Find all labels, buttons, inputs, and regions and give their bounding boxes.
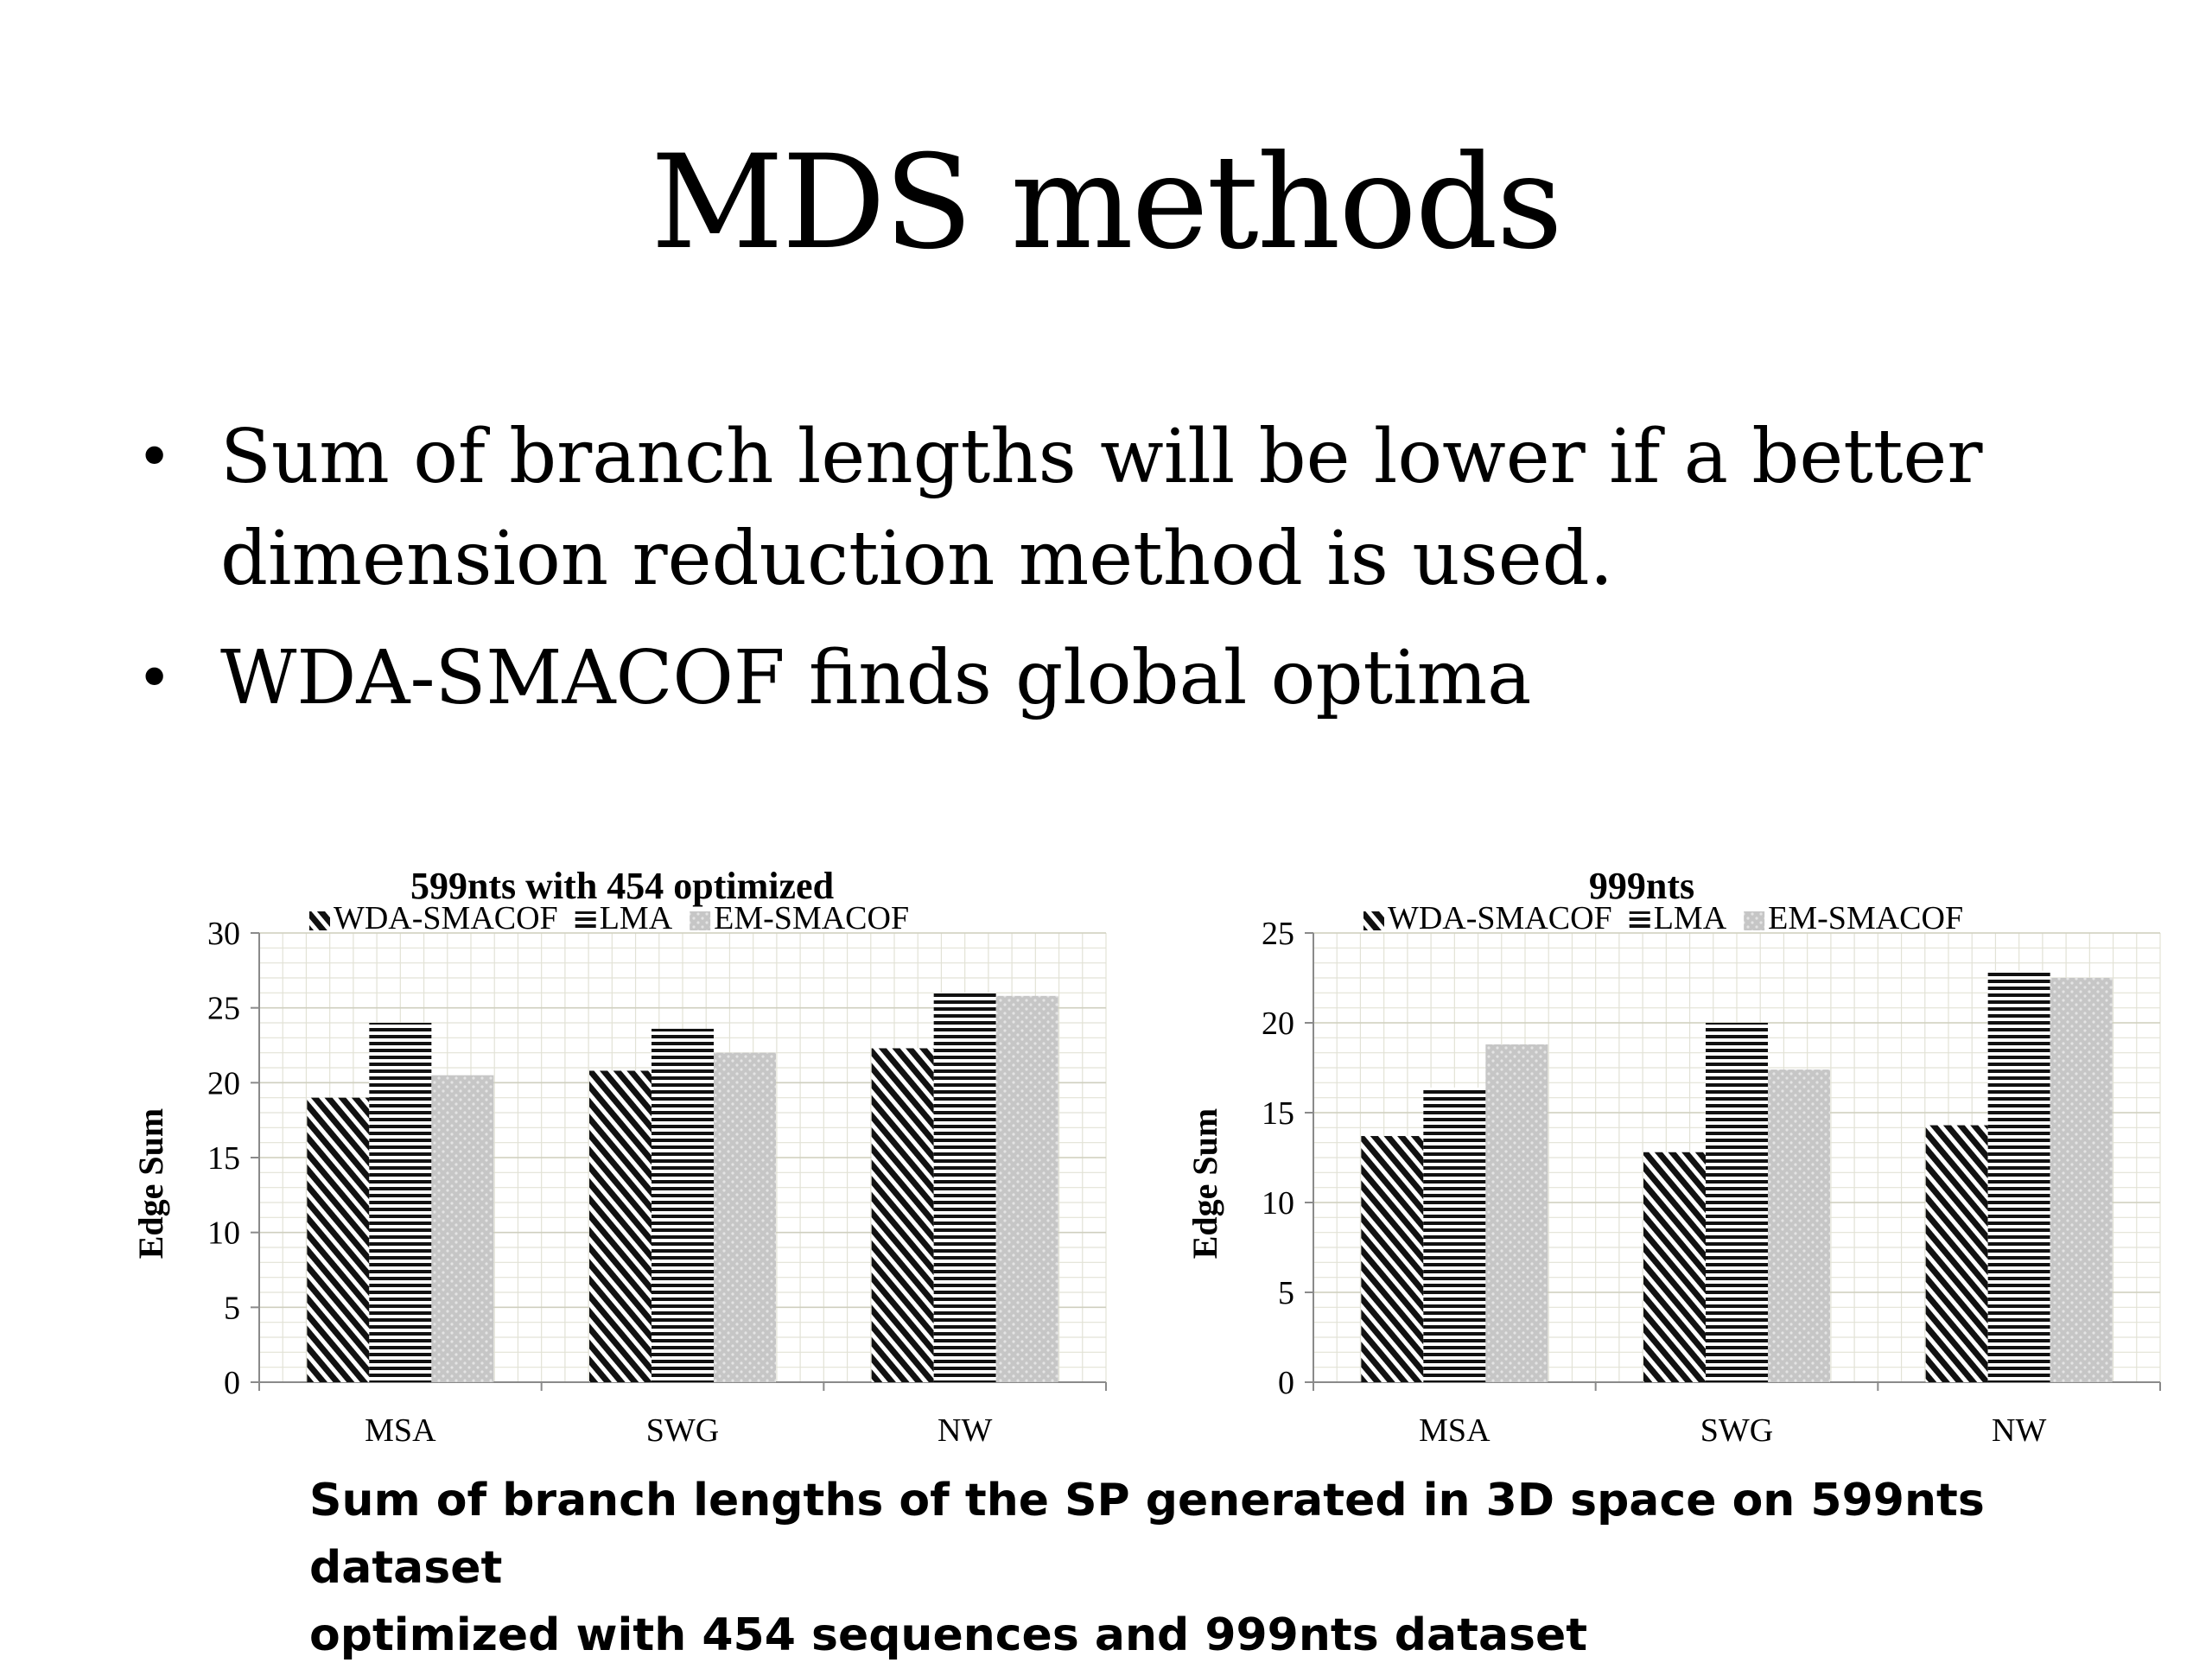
legend-label: EM-SMACOF: [714, 900, 909, 936]
legend-swatch: [309, 911, 330, 930]
chart-599nts: 0 5 10 15 20 25 30 MSA SWG NW 599nts with 454 opti…: [131, 865, 1107, 1449]
bullet-text: Sum of branch lengths will be lower if a…: [220, 414, 1983, 602]
bullet-text: WDA-SMACOF finds global optima: [220, 635, 1532, 721]
bar-em-smacof-msa: [431, 1075, 494, 1382]
bar-lma-msa: [1423, 1087, 1486, 1382]
x-tick-label: MSA: [365, 1412, 436, 1449]
y-axis-label: Edge Sum: [1185, 1108, 1224, 1260]
x-tick-label: NW: [1992, 1412, 2046, 1449]
bar-lma-nw: [1987, 970, 2050, 1382]
chart-title: 599nts with 454 optimized: [410, 865, 834, 907]
y-tick-label: 10: [1262, 1185, 1294, 1222]
bar-em-smacof-msa: [1485, 1044, 1548, 1382]
x-tick-label: MSA: [1419, 1412, 1491, 1449]
caption-line: optimized with 454 sequences and 999nts …: [309, 1609, 1588, 1661]
y-tick-label: 25: [1262, 916, 1294, 952]
x-tick-label: SWG: [1700, 1412, 1773, 1449]
y-tick-label: 0: [1278, 1365, 1294, 1401]
y-tick-label: 5: [224, 1290, 240, 1326]
bullet-item: • WDA-SMACOF finds global optima: [130, 627, 2117, 729]
y-tick-label: 5: [1278, 1275, 1294, 1311]
bar-em-smacof-swg: [714, 1052, 776, 1382]
y-tick-label: 10: [207, 1215, 240, 1252]
bar-em-smacof-nw: [2050, 978, 2113, 1382]
bullet-dot: •: [137, 422, 173, 492]
bullet-dot: •: [137, 643, 173, 714]
legend-label: EM-SMACOF: [1768, 900, 1963, 936]
legend-label: LMA: [1654, 900, 1727, 936]
x-tick-label: SWG: [646, 1412, 719, 1449]
y-tick-label: 20: [1262, 1006, 1294, 1042]
legend-label: LMA: [600, 900, 673, 936]
bar-wda-smacof-swg: [589, 1070, 652, 1382]
bar-lma-msa: [369, 1023, 432, 1382]
y-tick-label: 15: [207, 1140, 240, 1177]
bar-em-smacof-swg: [1768, 1069, 1830, 1382]
bullet-item: • Sum of branch lengths will be lower if …: [130, 406, 2117, 610]
bar-wda-smacof-nw: [1925, 1125, 1988, 1382]
bar-lma-swg: [652, 1028, 714, 1382]
bar-lma-nw: [933, 993, 996, 1382]
slide-title: MDS methods: [651, 128, 1563, 278]
bar-wda-smacof-msa: [307, 1097, 370, 1382]
y-axis-label: Edge Sum: [131, 1108, 170, 1260]
legend-label: WDA-SMACOF: [334, 900, 558, 936]
figure-caption: Sum of branch lengths of the SP generate…: [309, 1467, 2037, 1669]
legend-swatch: [690, 911, 711, 930]
y-tick-label: 30: [207, 916, 240, 952]
legend-swatch: [1744, 911, 1765, 930]
x-tick-label: NW: [938, 1412, 992, 1449]
legend-swatch: [1363, 911, 1384, 930]
legend-label: WDA-SMACOF: [1388, 900, 1612, 936]
y-tick-label: 25: [207, 991, 240, 1027]
y-tick-label: 15: [1262, 1095, 1294, 1132]
caption-line: Sum of branch lengths of the SP generate…: [309, 1475, 1985, 1594]
legend-swatch: [575, 911, 596, 930]
bar-lma-swg: [1706, 1023, 1768, 1382]
bar-wda-smacof-nw: [871, 1048, 934, 1382]
chart-title: 999nts: [1589, 865, 1694, 907]
bar-wda-smacof-swg: [1643, 1152, 1706, 1382]
y-tick-label: 0: [224, 1365, 240, 1401]
bar-em-smacof-nw: [995, 995, 1058, 1382]
bar-wda-smacof-msa: [1361, 1136, 1424, 1382]
legend-swatch: [1629, 911, 1650, 930]
y-tick-label: 20: [207, 1065, 240, 1101]
bullet-list: • Sum of branch lengths will be lower if …: [130, 406, 2117, 746]
